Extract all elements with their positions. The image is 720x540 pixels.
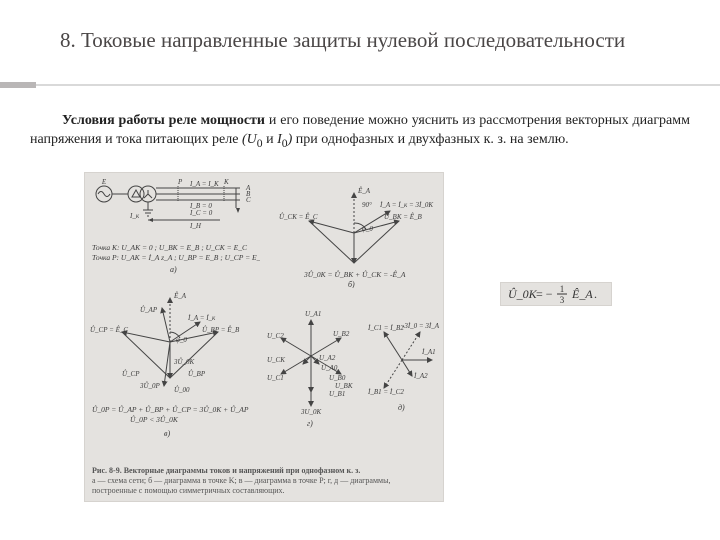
d-ub2: U_B2 <box>333 330 350 338</box>
c-ucp: Û_CP = Ê_C <box>90 326 128 334</box>
d-uck: U_CK <box>267 356 285 364</box>
eq-den: 3 <box>560 295 565 305</box>
eq-a2: Точка P: U_AK = İ_A z_A ; U_BP = E_B ; U… <box>92 253 260 262</box>
eq-num: 1 <box>560 284 565 294</box>
body-lead: Условия работы реле мощности <box>62 113 265 128</box>
c-eq1: Û_0P = Û_AP + Û_BP + Û_CP = 3Û_0K + Û_AP <box>92 404 249 414</box>
c-3u0k: 3Û_0K <box>173 358 195 366</box>
eq-a1: Точка K: U_AK = 0 ; U_BK = E_B ; U_CK = … <box>92 243 248 252</box>
d-ub0: U_B0 <box>329 374 346 382</box>
c-u00: Û_00 <box>174 386 190 394</box>
c-ubp: Û_BP = Ê_B <box>202 326 240 334</box>
label-E: E <box>101 178 107 186</box>
tag-b: б) <box>348 280 355 288</box>
eq-lhs: Û_0K <box>508 287 538 301</box>
b-ea: Ê_A <box>357 187 371 195</box>
panel-a: E A B C P K <box>90 178 260 274</box>
e-l2: İ_A1 <box>421 348 436 356</box>
caption-title: Рис. 8-9. Векторные диаграммы токов и на… <box>92 466 360 475</box>
equation-box: Û_0K = − 1 3 Ê_A . <box>500 282 612 306</box>
ih-label: I_H <box>189 222 202 230</box>
d-ua0: U_A0 <box>321 364 338 372</box>
accent-block <box>0 82 36 88</box>
label-K: K <box>223 178 229 186</box>
c-ubp2: Û_BP <box>188 370 206 378</box>
figure-caption: Рис. 8-9. Векторные диаграммы токов и на… <box>92 466 436 496</box>
ia-label: I_A = I_K <box>189 180 219 188</box>
bus-C: C <box>246 196 251 204</box>
figure-area: E A B C P K <box>84 172 444 502</box>
label-P: P <box>177 178 183 186</box>
d-3u0k: 3U_0K <box>300 408 322 416</box>
d-ubk: U_BK <box>335 382 353 390</box>
d-uc2: U_C2 <box>267 332 284 340</box>
e-l4: İ_B1 = İ_C2 <box>367 388 404 396</box>
eq-eq: = − <box>536 287 553 301</box>
caption-sub: а — схема сети; б — диаграмма в точке K;… <box>92 476 390 495</box>
accent-line <box>36 84 720 86</box>
b-90: 90° <box>362 201 372 209</box>
panel-e: İ_C1 = İ_B2 -3İ_0 = 3İ_A = İ_к İ_A1 İ_A2… <box>364 310 440 420</box>
c-3u0p: 3Û_0P <box>139 382 161 390</box>
panel-c: Ê_A Û_AP Û_CP = Ê_C Û_BP = Ê_B İ_A = İ_к… <box>88 282 258 442</box>
body-and: и <box>263 132 278 147</box>
tag-d: г) <box>307 419 313 428</box>
d-ua1: U_A1 <box>305 310 321 318</box>
label-IK: I_к <box>129 212 140 220</box>
e-l0: İ_C1 = İ_B2 <box>367 324 404 332</box>
eq-end: . <box>594 287 597 301</box>
panel-b: Ê_A 90° Û_CK = Ê_C Û_BK = Ê_B φ_0 İ_A = <box>274 178 434 288</box>
d-ub1: U_B1 <box>329 390 345 398</box>
tag-c: в) <box>164 429 170 438</box>
body-u0: U <box>247 132 257 147</box>
ic-label: I_C = 0 <box>189 209 213 217</box>
c-uap: Û_AP <box>140 306 158 314</box>
slide-title: 8. Токовые направленные защиты нулевой п… <box>60 28 690 53</box>
b-phi: φ_0 <box>362 225 373 233</box>
b-bottom: 3Û_0K = Û_BK + Û_CK = -Ê_A <box>303 269 406 279</box>
e-l1: -3İ_0 = 3İ_A = İ_к <box>402 322 440 330</box>
c-ea: Ê_A <box>173 292 187 300</box>
b-ubk: Û_BK = Ê_B <box>384 213 422 221</box>
eq-rhs: Ê_A <box>571 287 593 301</box>
body-tail: при однофазных и двухфазных к. з. на зем… <box>292 132 568 147</box>
tag-a: а) <box>170 265 177 274</box>
c-ucp2: Û_CP <box>122 370 140 378</box>
accent-bar <box>0 82 720 88</box>
b-uck: Û_CK = Ê_C <box>279 213 318 221</box>
d-ua2: U_A2 <box>319 354 336 362</box>
panel-d: U_A1 U_C2 U_B2 U_A2 U_A0 U_B0 U_BK U_CK … <box>256 300 366 430</box>
b-ia: İ_A = İ_к = 3İ_0K <box>379 201 433 209</box>
c-phi: φ_0 <box>176 336 187 344</box>
c-eq2: Û_0P < 3Û_0K <box>130 414 179 424</box>
body-paragraph: Условия работы реле мощности и его повед… <box>30 112 690 151</box>
tag-e: д) <box>398 403 405 412</box>
c-ia: İ_A = İ_к <box>187 314 216 322</box>
d-uc1: U_C1 <box>267 374 284 382</box>
e-l3: İ_A2 <box>413 372 428 380</box>
